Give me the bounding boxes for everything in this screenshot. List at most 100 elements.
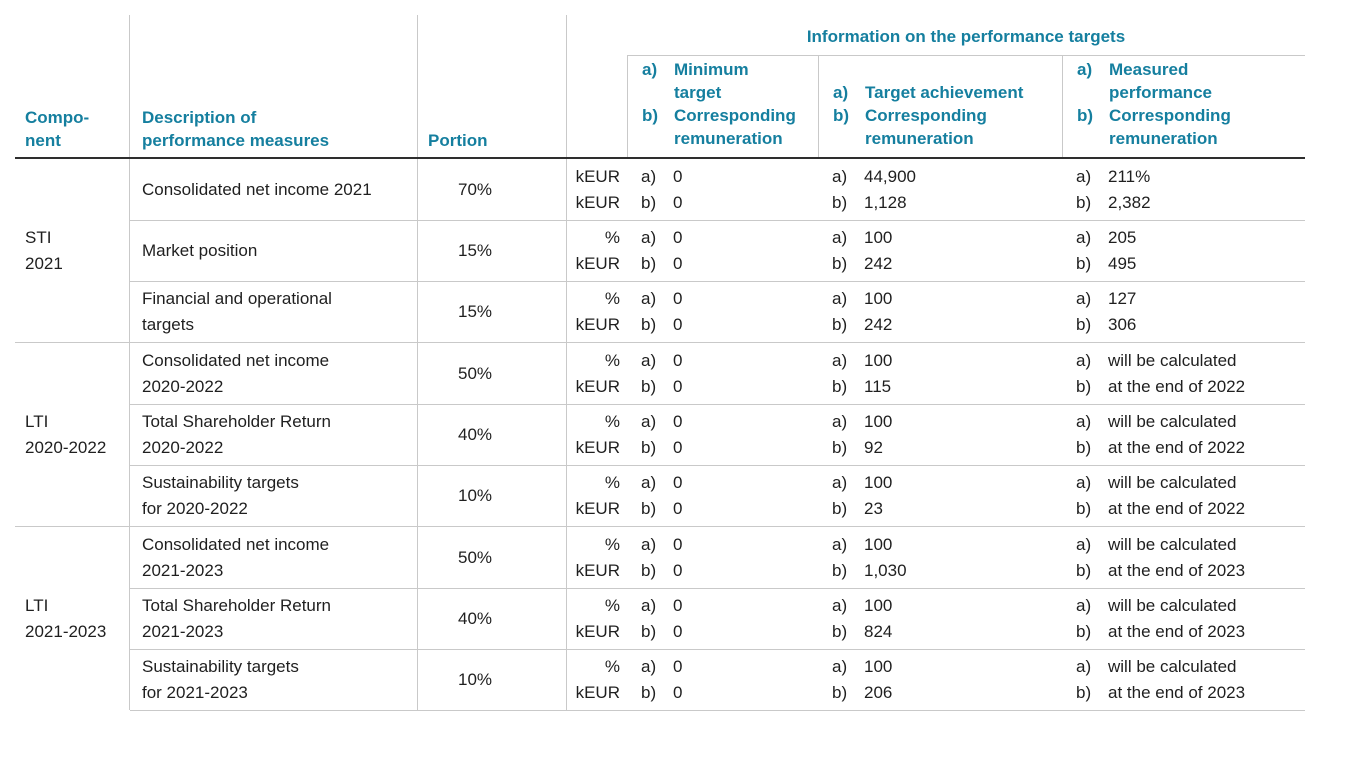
item-label-a: a) (832, 228, 848, 247)
value-line-a: a) 0 (627, 409, 818, 435)
subheader-text-a: Measured performance (1109, 60, 1212, 102)
value-a: 0 (673, 166, 683, 186)
value-b: 1,030 (864, 560, 907, 580)
units-text: kEUR kEUR (575, 166, 620, 212)
value-line-a: a) will be calculated (1062, 409, 1305, 435)
value-line-b: b) at the end of 2023 (1062, 619, 1305, 645)
item-label-a: a) (832, 534, 848, 554)
value-line-a: a) 0 (627, 532, 818, 558)
target-achievement-cell: a) 100 b) 1,030 (818, 527, 1062, 588)
units-text: % kEUR (575, 350, 620, 396)
measured-performance-cell: a) will be calculated b) at the end of 202… (1062, 649, 1305, 710)
measured-performance-cell: a) will be calculated b) at the end of 202… (1062, 588, 1305, 649)
item-label-b: b) (641, 560, 657, 580)
value-line-b: b) 824 (818, 619, 1062, 645)
measured-performance-cell: a) will be calculated b) at the end of 202… (1062, 465, 1305, 526)
value-a: 0 (673, 412, 683, 431)
units-text: % kEUR (575, 534, 620, 580)
value-line-a: a) will be calculated (1062, 532, 1305, 558)
portion-cell: 40% (418, 588, 567, 649)
target-achievement-cell: a) 100 b) 206 (818, 649, 1062, 710)
value-b: 23 (864, 499, 883, 518)
subheader-item-a: a) Minimum target (642, 58, 814, 104)
value-line-a: a) 0 (627, 225, 818, 251)
item-label-b: b) (1077, 106, 1094, 125)
value-a: 0 (673, 596, 683, 615)
value-line-a: a) 0 (627, 470, 818, 496)
component-label: LTI 2021-2023 (25, 595, 107, 641)
value-a: will be calculated (1108, 534, 1237, 554)
item-label-b: b) (832, 499, 848, 518)
subheader-item-b: b) Corresponding remuneration (833, 104, 1058, 150)
item-label-b: b) (1076, 376, 1092, 396)
value-line-b: b) at the end of 2022 (1062, 374, 1305, 400)
value-line-a: a) 100 (818, 654, 1062, 680)
portion-text: 50% (458, 363, 493, 383)
units-cell: % kEUR (567, 220, 627, 281)
target-achievement-cell: a) 100 b) 242 (818, 220, 1062, 281)
description-text: Sustainability targets for 2021-2023 (142, 657, 299, 702)
section-lti-2021-2023: LTI 2021-2023 Consolidated net income 20… (15, 526, 1305, 710)
subheader-item-b: b) Corresponding remuneration (1077, 104, 1301, 150)
value-b: 242 (864, 315, 893, 334)
portion-cell: 50% (418, 343, 567, 404)
item-label-b: b) (1076, 622, 1092, 641)
item-label-b: b) (641, 622, 657, 641)
header-cell-portion: Portion (418, 15, 567, 157)
value-a: 100 (864, 289, 893, 308)
item-label-b: b) (832, 560, 848, 580)
header-cell-component: Compo- nent (15, 15, 130, 157)
minimum-target-cell: a) 0 b) 0 (627, 404, 818, 465)
value-b: at the end of 2022 (1108, 376, 1246, 396)
minimum-target-cell: a) 0 b) 0 (627, 281, 818, 342)
portion-text: 15% (458, 302, 493, 321)
item-label-a: a) (832, 289, 848, 308)
item-label-b: b) (832, 192, 848, 212)
value-line-b: b) 242 (818, 251, 1062, 277)
units-cell: % kEUR (567, 527, 627, 588)
item-label-b: b) (1076, 315, 1092, 334)
description-text: Consolidated net income 2021 (142, 179, 372, 199)
value-a: 100 (864, 412, 893, 431)
minimum-target-cell: a) 0 b) 0 (627, 220, 818, 281)
measured-performance-cell: a) 205 b) 495 (1062, 220, 1305, 281)
description-cell: Consolidated net income 2021-2023 (130, 527, 418, 588)
value-a: 0 (673, 289, 683, 308)
value-a: 100 (864, 534, 893, 554)
value-line-b: b) 0 (627, 374, 818, 400)
item-label-b: b) (641, 376, 657, 396)
item-label-b: b) (1076, 499, 1092, 518)
units-text: % kEUR (575, 596, 620, 641)
header-cell-measured-performance: a) Measured performance b) Corresponding r… (1062, 55, 1305, 157)
value-line-a: a) 127 (1062, 286, 1305, 312)
portion-cell: 10% (418, 465, 567, 526)
portion-text: 40% (458, 425, 493, 444)
minimum-target-cell: a) 0 b) 0 (627, 588, 818, 649)
units-cell: % kEUR (567, 343, 627, 404)
value-a: 100 (864, 596, 893, 615)
value-b: 115 (864, 376, 892, 396)
description-cell: Sustainability targets for 2021-2023 (130, 649, 418, 710)
value-a: 0 (673, 228, 683, 247)
value-line-a: a) 100 (818, 532, 1062, 558)
value-b: at the end of 2023 (1108, 560, 1246, 580)
value-line-b: b) 0 (627, 251, 818, 277)
item-label-a: a) (641, 473, 657, 492)
portion-cell: 70% (418, 159, 567, 220)
portion-cell: 10% (418, 649, 567, 710)
target-achievement-cell: a) 44,900 b) 1,128 (818, 159, 1062, 220)
value-b: 0 (673, 192, 683, 212)
item-label-a: a) (1076, 289, 1092, 308)
units-text: % kEUR (575, 289, 620, 334)
description-text: Total Shareholder Return 2021-2023 (142, 596, 332, 641)
value-line-b: b) 242 (818, 312, 1062, 338)
item-label-a: a) (1076, 166, 1092, 186)
header-label-component: Compo- nent (25, 108, 90, 150)
value-line-a: a) 0 (627, 164, 818, 190)
component-cell: LTI 2020-2022 (15, 343, 130, 526)
description-text: Consolidated net income 2021-2023 (142, 534, 330, 580)
value-line-b: b) 115 (818, 374, 1062, 400)
item-label-b: b) (1076, 438, 1092, 457)
units-text: % kEUR (575, 228, 620, 273)
section-sti-2021: STI 2021 Consolidated net income 2021 70… (15, 159, 1305, 342)
